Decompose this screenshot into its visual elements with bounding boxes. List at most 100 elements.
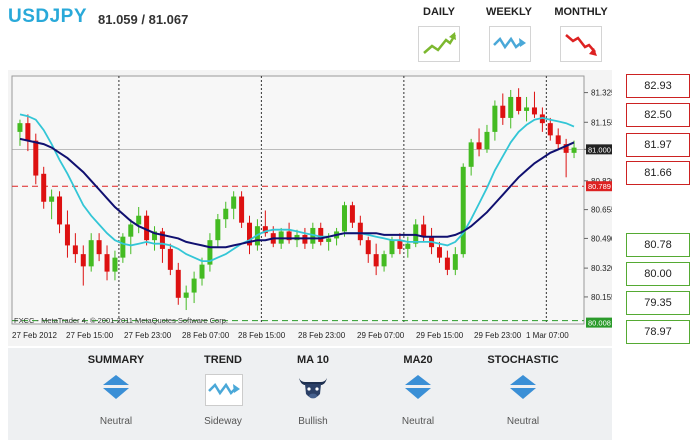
support-level: 80.78 [626,233,690,257]
candle-body [17,123,23,132]
x-tick-label: 27 Feb 15:00 [66,331,114,340]
y-tick-label: 81.325 [591,89,612,98]
x-tick-label: 29 Feb 15:00 [416,331,464,340]
indicator-value: Neutral [99,416,133,427]
candle-body [120,236,126,258]
candlestick-chart: 81.32581.15581.00080.82080.65580.49080.3… [11,75,612,340]
y-tick-label: 80.320 [591,264,612,273]
candle-body [436,247,442,258]
resistance-level: 82.50 [626,103,690,127]
candle-body [144,215,150,241]
resistance-price-tag: 80.789 [588,182,611,191]
support-level: 80.00 [626,262,690,286]
candle-body [152,231,158,241]
x-tick-label: 27 Feb 23:00 [124,331,172,340]
candle-body [175,269,181,298]
downtrend-arrow-icon [565,34,597,56]
y-tick-label: 80.155 [591,293,612,302]
indicator-value: Bullish [298,416,328,427]
candle-body [444,257,450,270]
y-tick-label: 81.155 [591,118,612,127]
indicator-title: MA20 [403,354,433,366]
candle-body [49,196,55,202]
symbol-title: USDJPY [8,6,88,27]
tab-weekly[interactable] [489,26,531,62]
uptrend-arrow-icon [423,32,457,54]
candle-body [239,196,245,223]
support-level: 79.35 [626,291,690,315]
candle-body [183,292,189,298]
candle-body [159,231,165,249]
candle-body [262,226,268,234]
candle-body [215,219,221,241]
resistance-level: 81.97 [626,133,690,157]
candle-body [421,224,427,237]
price-chart[interactable]: 81.32581.15581.00080.82080.65580.49080.3… [8,70,612,346]
y-tick-label: 80.655 [591,206,612,215]
candle-body [207,240,213,265]
indicator-title: MA 10 [297,354,329,366]
candle-body [365,240,371,255]
candle-body [72,245,78,255]
bid-ask-price: 81.059 / 81.067 [98,12,189,27]
candle-body [500,105,506,118]
candle-body [33,140,39,176]
indicator-value: Neutral [401,416,435,427]
candle-body [223,208,229,220]
neutral-diamond-icon [510,375,536,399]
candle-body [96,240,102,255]
tab-monthly[interactable] [560,26,602,62]
candle-body [476,142,482,150]
support-price-tag-bg [586,317,612,328]
bull-icon [299,378,327,399]
candle-body [88,240,94,267]
candle-body [571,147,577,153]
x-tick-label: 29 Feb 07:00 [357,331,405,340]
support-price-tag: 80.008 [588,319,611,328]
candle-body [128,224,134,237]
indicators-panel: SUMMARY Neutral TREND Sideway MA 10 Bull… [8,348,612,440]
tab-monthly-label: MONTHLY [554,6,608,18]
candle-body [349,205,355,223]
candle-body [326,238,332,242]
candle-body [524,107,530,111]
candle-body [199,264,205,279]
candle-body [286,231,292,241]
candle-body [405,243,411,249]
candle-body [373,254,379,267]
candle-body [563,144,569,153]
y-tick-label: 80.490 [591,234,612,243]
candle-body [191,278,197,293]
candle-body [508,96,514,118]
candle-body [452,254,458,270]
candle-body [460,166,466,255]
candle-body [41,173,47,202]
candle-body [318,227,324,242]
candle-body [80,254,86,267]
neutral-diamond-icon [405,375,431,399]
current-price-tag-bg [586,144,612,155]
sideways-arrow-icon [205,374,243,406]
x-tick-label: 28 Feb 07:00 [182,331,230,340]
candle-body [531,107,537,115]
sideways-arrow-icon [493,36,526,50]
indicator-value: Sideway [204,416,242,427]
current-price-tag: 81.000 [588,145,611,154]
candle-body [468,142,474,167]
candle-body [57,196,63,225]
ma10-line [19,113,575,263]
indicator-title: TREND [204,354,242,366]
candle-body [112,257,118,272]
indicator-title: STOCHASTIC [487,354,559,366]
candle-body [389,240,395,255]
x-tick-label: 1 Mar 07:00 [526,331,569,340]
candle-body [341,205,347,232]
tab-daily[interactable] [418,26,460,62]
resistance-level: 82.93 [626,74,690,98]
candle-body [167,248,173,270]
candle-body [25,123,31,141]
resistance-level: 81.66 [626,161,690,185]
x-tick-label: 28 Feb 15:00 [238,331,286,340]
candle-body [136,215,142,225]
candle-body [397,240,403,249]
